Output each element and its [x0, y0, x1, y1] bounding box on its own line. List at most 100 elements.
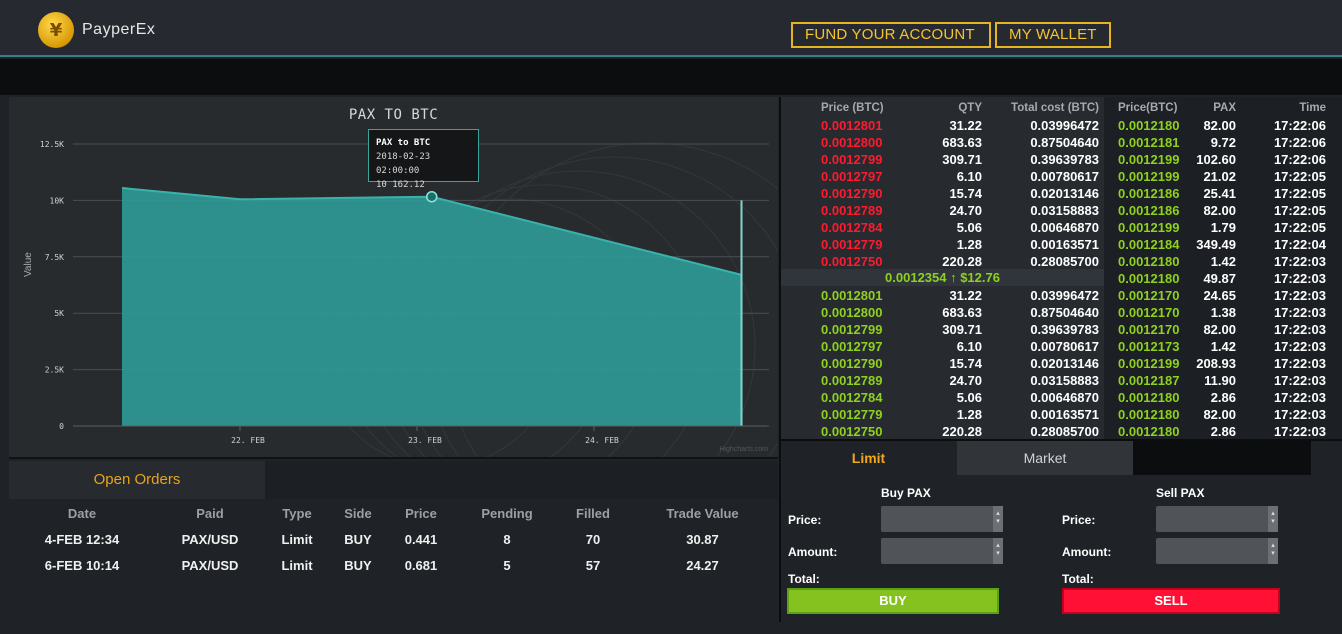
spinner-icon[interactable]: ▴ ▾: [1268, 538, 1278, 564]
buy-button[interactable]: BUY: [787, 588, 999, 614]
x-tick-label: 22. FEB: [231, 436, 265, 445]
trade-history-row[interactable]: 0.0012180 49.87 17:22:03: [781, 270, 1342, 287]
trade-price: 0.0012199: [1118, 220, 1180, 235]
trade-time: 17:22:05: [1273, 169, 1326, 184]
table-cell: Limit: [281, 557, 313, 573]
ask-row[interactable]: 0.0012799 309.71 0.39639783: [781, 151, 1342, 168]
price-chart[interactable]: 0 2.5K 5K 7.5K 10K 12.5K 22. FEB 23. FEB 24. FEB…: [9, 97, 778, 459]
trade-time: 17:22:03: [1273, 322, 1326, 337]
bid-row[interactable]: 0.0012750 220.28 0.28085700: [781, 423, 1342, 439]
bid-row[interactable]: 0.0012799 309.71 0.39639783: [781, 321, 1342, 338]
table-cell: 0.441: [404, 531, 438, 547]
buy-amount-input[interactable]: ▴ ▾: [881, 538, 1003, 564]
buy-amount-label: Amount:: [788, 545, 838, 559]
order-book-column-header: PAX: [1213, 102, 1236, 114]
ask-price: 0.0012790: [821, 186, 883, 201]
trade-history-row[interactable]: 0.0012186 25.41 17:22:05: [781, 185, 1342, 202]
trade-history-row[interactable]: 0.0012184 349.49 17:22:04: [781, 236, 1342, 253]
trade-pax: 21.02: [1203, 169, 1236, 184]
ask-row[interactable]: 0.0012779 1.28 0.00163571: [781, 236, 1342, 253]
trade-time: 17:22:06: [1273, 118, 1326, 133]
bid-total: 0.87504640: [1030, 305, 1099, 320]
trade-pax: 349.49: [1196, 237, 1236, 252]
ask-row[interactable]: 0.0012784 5.06 0.00646870: [781, 219, 1342, 236]
bid-qty: 24.70: [949, 373, 982, 388]
open-orders-column-header[interactable]: Price: [405, 505, 437, 521]
trade-history-row[interactable]: 0.0012170 24.65 17:22:03: [781, 287, 1342, 304]
bid-row[interactable]: 0.0012801 31.22 0.03996472: [781, 287, 1342, 304]
trade-history-row[interactable]: 0.0012199 21.02 17:22:05: [781, 168, 1342, 185]
chart-svg: 0 2.5K 5K 7.5K 10K 12.5K 22. FEB 23. FEB 24. FEB: [40, 140, 778, 457]
trade-history-row[interactable]: 0.0012187 11.90 17:22:03: [781, 372, 1342, 389]
trade-history-row[interactable]: 0.0012180 82.00 17:22:06: [781, 117, 1342, 134]
spinner-icon[interactable]: ▴ ▾: [1268, 506, 1278, 532]
open-orders-column-header[interactable]: Side: [344, 505, 372, 521]
ask-row[interactable]: 0.0012750 220.28 0.28085700: [781, 253, 1342, 270]
open-orders-column-header[interactable]: Trade Value: [666, 505, 739, 521]
tab-limit[interactable]: Limit: [781, 441, 956, 475]
trade-price: 0.0012180: [1118, 118, 1180, 133]
trade-history-row[interactable]: 0.0012186 82.00 17:22:05: [781, 202, 1342, 219]
trade-history-row[interactable]: 0.0012199 102.60 17:22:06: [781, 151, 1342, 168]
tab-market[interactable]: Market: [957, 441, 1133, 475]
bid-row[interactable]: 0.0012789 24.70 0.03158883: [781, 372, 1342, 389]
trade-history-row[interactable]: 0.0012199 1.79 17:22:05: [781, 219, 1342, 236]
open-orders-column-header[interactable]: Date: [67, 505, 97, 521]
trade-history-row[interactable]: 0.0012170 1.38 17:22:03: [781, 304, 1342, 321]
ask-row[interactable]: 0.0012789 24.70 0.03158883: [781, 202, 1342, 219]
open-orders-column-header[interactable]: Type: [282, 505, 312, 521]
trade-history-row[interactable]: 0.0012180 1.42 17:22:03: [781, 253, 1342, 270]
chart-credit[interactable]: Highcharts.com: [719, 446, 768, 453]
trade-pax: 82.00: [1203, 322, 1236, 337]
ask-row[interactable]: 0.0012800 683.63 0.87504640: [781, 134, 1342, 151]
spinner-icon[interactable]: ▴ ▾: [993, 506, 1003, 532]
bid-price: 0.0012801: [821, 288, 883, 303]
trade-history-row[interactable]: 0.0012173 1.42 17:22:03: [781, 338, 1342, 355]
bid-total: 0.00646870: [1030, 390, 1099, 405]
trade-history-row[interactable]: 0.0012180 2.86 17:22:03: [781, 389, 1342, 406]
trade-price: 0.0012199: [1118, 152, 1180, 167]
ask-row[interactable]: 0.0012801 31.22 0.03996472: [781, 117, 1342, 134]
trade-history-row[interactable]: 0.0012180 2.86 17:22:03: [781, 423, 1342, 439]
table-row[interactable]: 4-FEB 12:34 PAX/USD Limit BUY 0.441 8 70 30.87: [9, 526, 778, 552]
trade-history-row[interactable]: 0.0012181 9.72 17:22:06: [781, 134, 1342, 151]
sell-amount-input[interactable]: ▴ ▾: [1156, 538, 1278, 564]
x-tick-label: 23. FEB: [408, 436, 442, 445]
bid-row[interactable]: 0.0012784 5.06 0.00646870: [781, 389, 1342, 406]
trade-history-row[interactable]: 0.0012170 82.00 17:22:03: [781, 321, 1342, 338]
table-cell: 70: [585, 531, 601, 547]
brand-logo[interactable]: ¥ PayperEx: [38, 12, 155, 48]
x-tick-label: 24. FEB: [585, 436, 619, 445]
bid-row[interactable]: 0.0012800 683.63 0.87504640: [781, 304, 1342, 321]
tab-open-orders[interactable]: Open Orders: [9, 461, 265, 499]
spinner-icon[interactable]: ▴ ▾: [993, 538, 1003, 564]
ask-row[interactable]: 0.0012790 15.74 0.02013146: [781, 185, 1342, 202]
tooltip-value: 10 162.12: [376, 180, 425, 190]
bid-row[interactable]: 0.0012779 1.28 0.00163571: [781, 406, 1342, 423]
ask-row[interactable]: 0.0012797 6.10 0.00780617: [781, 168, 1342, 185]
table-row[interactable]: 6-FEB 10:14 PAX/USD Limit BUY 0.681 5 57 24.27: [9, 552, 778, 578]
open-orders-column-header[interactable]: Filled: [576, 505, 610, 521]
bid-row[interactable]: 0.0012790 15.74 0.02013146: [781, 355, 1342, 372]
open-orders-column-header[interactable]: Paid: [196, 505, 224, 521]
trade-price: 0.0012181: [1118, 135, 1180, 150]
trade-price: 0.0012186: [1118, 186, 1180, 201]
bid-price: 0.0012797: [821, 339, 883, 354]
open-orders-column-header[interactable]: Pending: [481, 505, 533, 521]
coin-icon: ¥: [38, 12, 74, 48]
trade-history-row[interactable]: 0.0012199 208.93 17:22:03: [781, 355, 1342, 372]
open-orders-tabbar: Open Orders: [9, 461, 778, 499]
table-cell: 8: [503, 531, 511, 547]
fund-account-button[interactable]: FUND YOUR ACCOUNT: [791, 22, 991, 48]
trade-history-row[interactable]: 0.0012180 82.00 17:22:03: [781, 406, 1342, 423]
my-wallet-button[interactable]: MY WALLET: [995, 22, 1111, 48]
trade-pax: 1.79: [1210, 220, 1236, 235]
buy-price-input[interactable]: ▴ ▾: [881, 506, 1003, 532]
trade-time: 17:22:03: [1273, 407, 1326, 422]
bid-row[interactable]: 0.0012797 6.10 0.00780617: [781, 338, 1342, 355]
sell-button[interactable]: SELL: [1062, 588, 1280, 614]
sell-price-input[interactable]: ▴ ▾: [1156, 506, 1278, 532]
y-tick-label: 12.5K: [40, 140, 64, 149]
trade-pax: 1.42: [1210, 339, 1236, 354]
bid-qty: 5.06: [956, 390, 982, 405]
